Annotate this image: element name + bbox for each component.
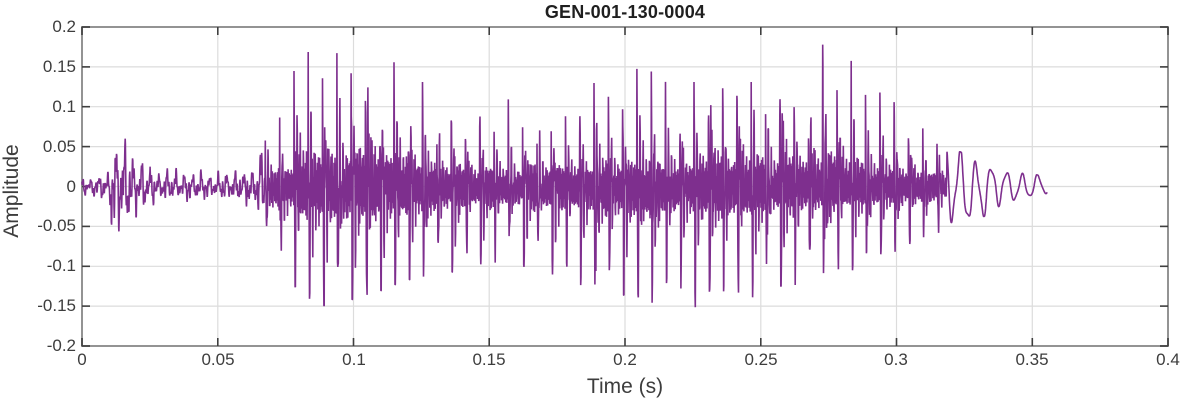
x-tick-label: 0.4 xyxy=(1156,350,1180,369)
x-tick-label: 0.05 xyxy=(201,350,235,369)
x-tick-label: 0.15 xyxy=(472,350,506,369)
x-tick-label: 0.25 xyxy=(744,350,778,369)
chart-title: GEN-001-130-0004 xyxy=(544,2,706,22)
y-tick-label: -0.2 xyxy=(46,336,76,355)
y-tick-label: 0.1 xyxy=(52,97,76,116)
x-axis-label: Time (s) xyxy=(586,375,664,398)
x-tick-label: 0.35 xyxy=(1015,350,1049,369)
waveform-line xyxy=(81,44,1048,308)
y-tick-label: 0.05 xyxy=(42,137,76,156)
x-tick-label: 0 xyxy=(77,350,87,369)
y-tick-label: -0.15 xyxy=(37,296,76,315)
y-tick-label: -0.05 xyxy=(37,216,76,235)
x-tick-label: 0.1 xyxy=(342,350,366,369)
y-tick-label: 0.2 xyxy=(52,17,76,36)
x-tick-label: 0.3 xyxy=(884,350,908,369)
y-tick-label: 0.15 xyxy=(42,57,76,76)
x-tick-label: 0.2 xyxy=(613,350,637,369)
y-tick-label: -0.1 xyxy=(46,256,76,275)
y-tick-label: 0 xyxy=(66,177,76,196)
